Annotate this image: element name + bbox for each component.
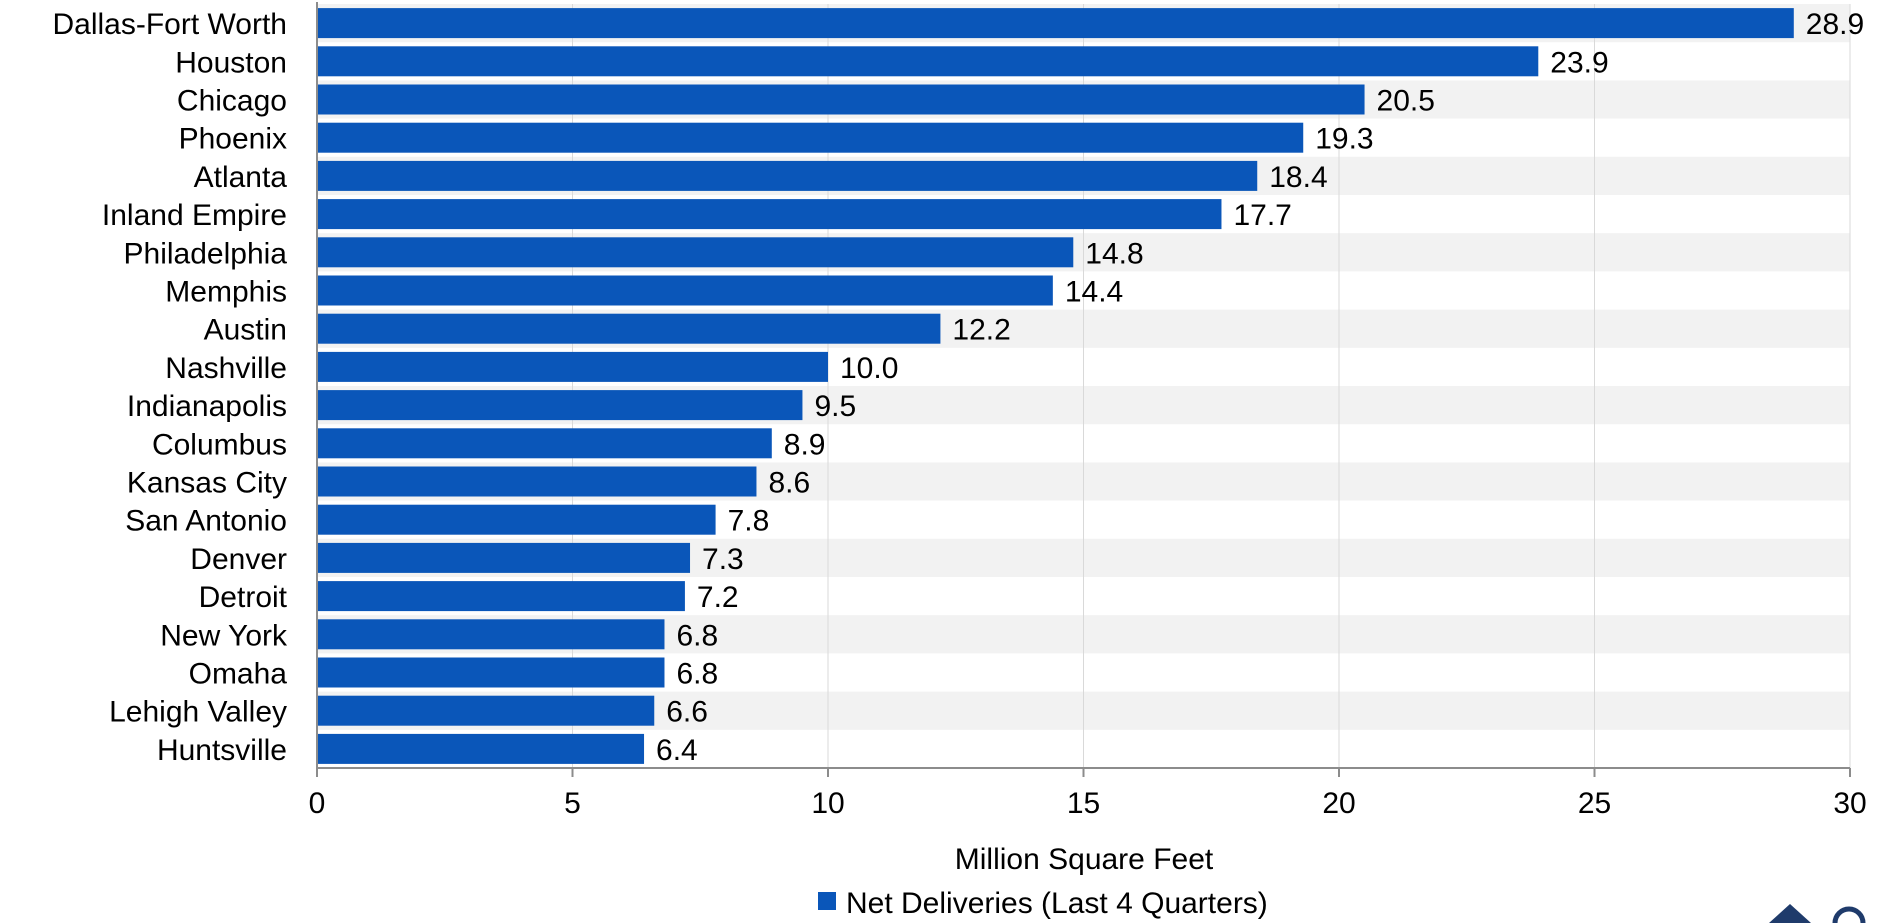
value-label: 10.0 [840, 352, 898, 385]
bar [317, 657, 665, 688]
category-label: Nashville [165, 352, 287, 385]
value-label: 14.4 [1065, 276, 1123, 309]
value-label: 6.8 [676, 658, 718, 691]
bar [317, 275, 1053, 306]
bar [317, 466, 757, 497]
bar [317, 160, 1258, 191]
bar [317, 733, 645, 764]
x-tick-label: 20 [1322, 787, 1355, 820]
value-label: 28.9 [1806, 8, 1864, 41]
bar [317, 428, 772, 459]
value-label: 7.8 [728, 505, 770, 538]
bar [317, 313, 941, 344]
legend-label: Net Deliveries (Last 4 Quarters) [846, 887, 1268, 920]
bar [317, 542, 691, 573]
category-label: Phoenix [179, 123, 287, 156]
value-label: 19.3 [1315, 123, 1373, 156]
x-tick-label: 0 [309, 787, 326, 820]
x-tick-label: 10 [811, 787, 844, 820]
bar [317, 619, 665, 650]
x-tick-labels: 0 5 10 15 20 25 30 [309, 787, 1867, 820]
category-labels: Dallas-Fort Worth Houston Chicago Phoenix At… [53, 8, 288, 767]
x-tick-label: 30 [1833, 787, 1866, 820]
value-label: 6.8 [676, 619, 718, 652]
bar [317, 581, 685, 612]
bar [317, 122, 1304, 153]
category-label: Dallas-Fort Worth [53, 8, 288, 41]
x-axis-title: Million Square Feet [955, 843, 1214, 876]
x-axis [316, 2, 1851, 777]
category-label: Atlanta [194, 161, 288, 194]
category-label: Denver [190, 543, 287, 576]
category-label: Omaha [189, 658, 288, 691]
value-label: 23.9 [1550, 46, 1608, 79]
bars [317, 8, 1794, 764]
category-label: Columbus [152, 428, 287, 461]
bar [317, 8, 1794, 39]
bar [317, 199, 1222, 230]
bar [317, 46, 1539, 77]
bar [317, 84, 1365, 115]
value-label: 7.3 [702, 543, 744, 576]
value-label: 8.9 [784, 428, 826, 461]
x-tick-label: 15 [1067, 787, 1100, 820]
category-label: Detroit [199, 581, 288, 614]
value-labels: 28.9 23.9 20.519.3 18.4 17.7 14.8 14.4 12.2 10.0… [656, 8, 1864, 767]
x-tick-label: 5 [564, 787, 581, 820]
category-label: New York [160, 619, 288, 652]
value-label: 14.8 [1085, 237, 1143, 270]
category-label: Chicago [177, 85, 287, 118]
category-label: Memphis [165, 276, 287, 309]
category-label: Inland Empire [102, 199, 287, 232]
value-label: 7.2 [697, 581, 739, 614]
category-label: San Antonio [125, 505, 287, 538]
value-label: 18.4 [1269, 161, 1327, 194]
bar [317, 504, 716, 535]
company-logo [1769, 904, 1866, 923]
legend: Net Deliveries (Last 4 Quarters) [818, 887, 1268, 920]
bar [317, 237, 1074, 268]
value-label: 17.7 [1233, 199, 1291, 232]
value-label: 8.6 [768, 467, 810, 500]
category-label: Kansas City [127, 467, 287, 500]
value-label: 20.5 [1377, 85, 1435, 118]
category-label: Indianapolis [127, 390, 287, 423]
bar [317, 390, 803, 421]
value-label: 6.4 [656, 734, 698, 767]
category-label: Lehigh Valley [109, 696, 287, 729]
value-label: 6.6 [666, 696, 708, 729]
category-label: Philadelphia [124, 237, 288, 270]
value-label: 9.5 [814, 390, 856, 423]
value-label: 12.2 [952, 314, 1010, 347]
x-tick-label: 25 [1578, 787, 1611, 820]
category-label: Huntsville [157, 734, 287, 767]
bar [317, 351, 828, 382]
legend-swatch [818, 892, 836, 910]
category-label: Houston [175, 46, 287, 79]
category-label: Austin [204, 314, 287, 347]
bar [317, 695, 655, 726]
